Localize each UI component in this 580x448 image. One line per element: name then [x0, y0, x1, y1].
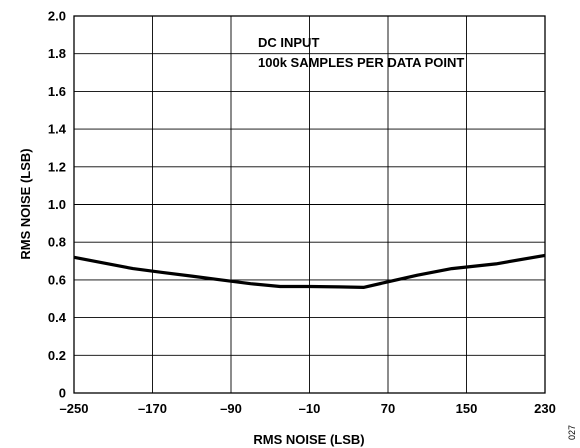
figure-id: 027	[567, 425, 577, 440]
grid	[74, 16, 545, 393]
y-tick-label: 0.8	[48, 235, 66, 250]
x-tick-label: –170	[138, 401, 167, 416]
plot-frame	[73, 15, 546, 394]
x-tick-label: 150	[456, 401, 478, 416]
x-tick-label: –250	[60, 401, 89, 416]
x-tick-label: 70	[381, 401, 395, 416]
y-tick-label: 1.4	[48, 122, 67, 137]
y-tick-label: 1.6	[48, 84, 66, 99]
x-tick-labels: –250 –170 –90 –10 70 150 230	[60, 401, 556, 416]
y-tick-label: 0.6	[48, 272, 66, 287]
x-tick-label: –90	[220, 401, 242, 416]
x-axis-title: RMS NOISE (LSB)	[253, 432, 364, 447]
series-line-0	[73, 253, 546, 289]
annotation-line-1: DC INPUT	[258, 35, 319, 50]
x-tick-label: 230	[534, 401, 556, 416]
y-tick-label: 2.0	[48, 9, 66, 24]
y-tick-label: 0	[59, 386, 66, 401]
y-tick-label: 0.4	[48, 310, 67, 325]
y-tick-label: 1.0	[48, 197, 66, 212]
x-tick-label: –10	[299, 401, 321, 416]
series-layer	[73, 253, 546, 289]
y-axis-title: RMS NOISE (LSB)	[18, 148, 33, 259]
y-tick-labels: 0 0.2 0.4 0.6 0.8 1.0 1.2 1.4 1.6 1.8 2.0	[48, 9, 67, 401]
annotation-line-2: 100k SAMPLES PER DATA POINT	[258, 55, 464, 70]
y-tick-label: 1.8	[48, 46, 66, 61]
y-tick-label: 1.2	[48, 159, 66, 174]
y-tick-label: 0.2	[48, 348, 66, 363]
